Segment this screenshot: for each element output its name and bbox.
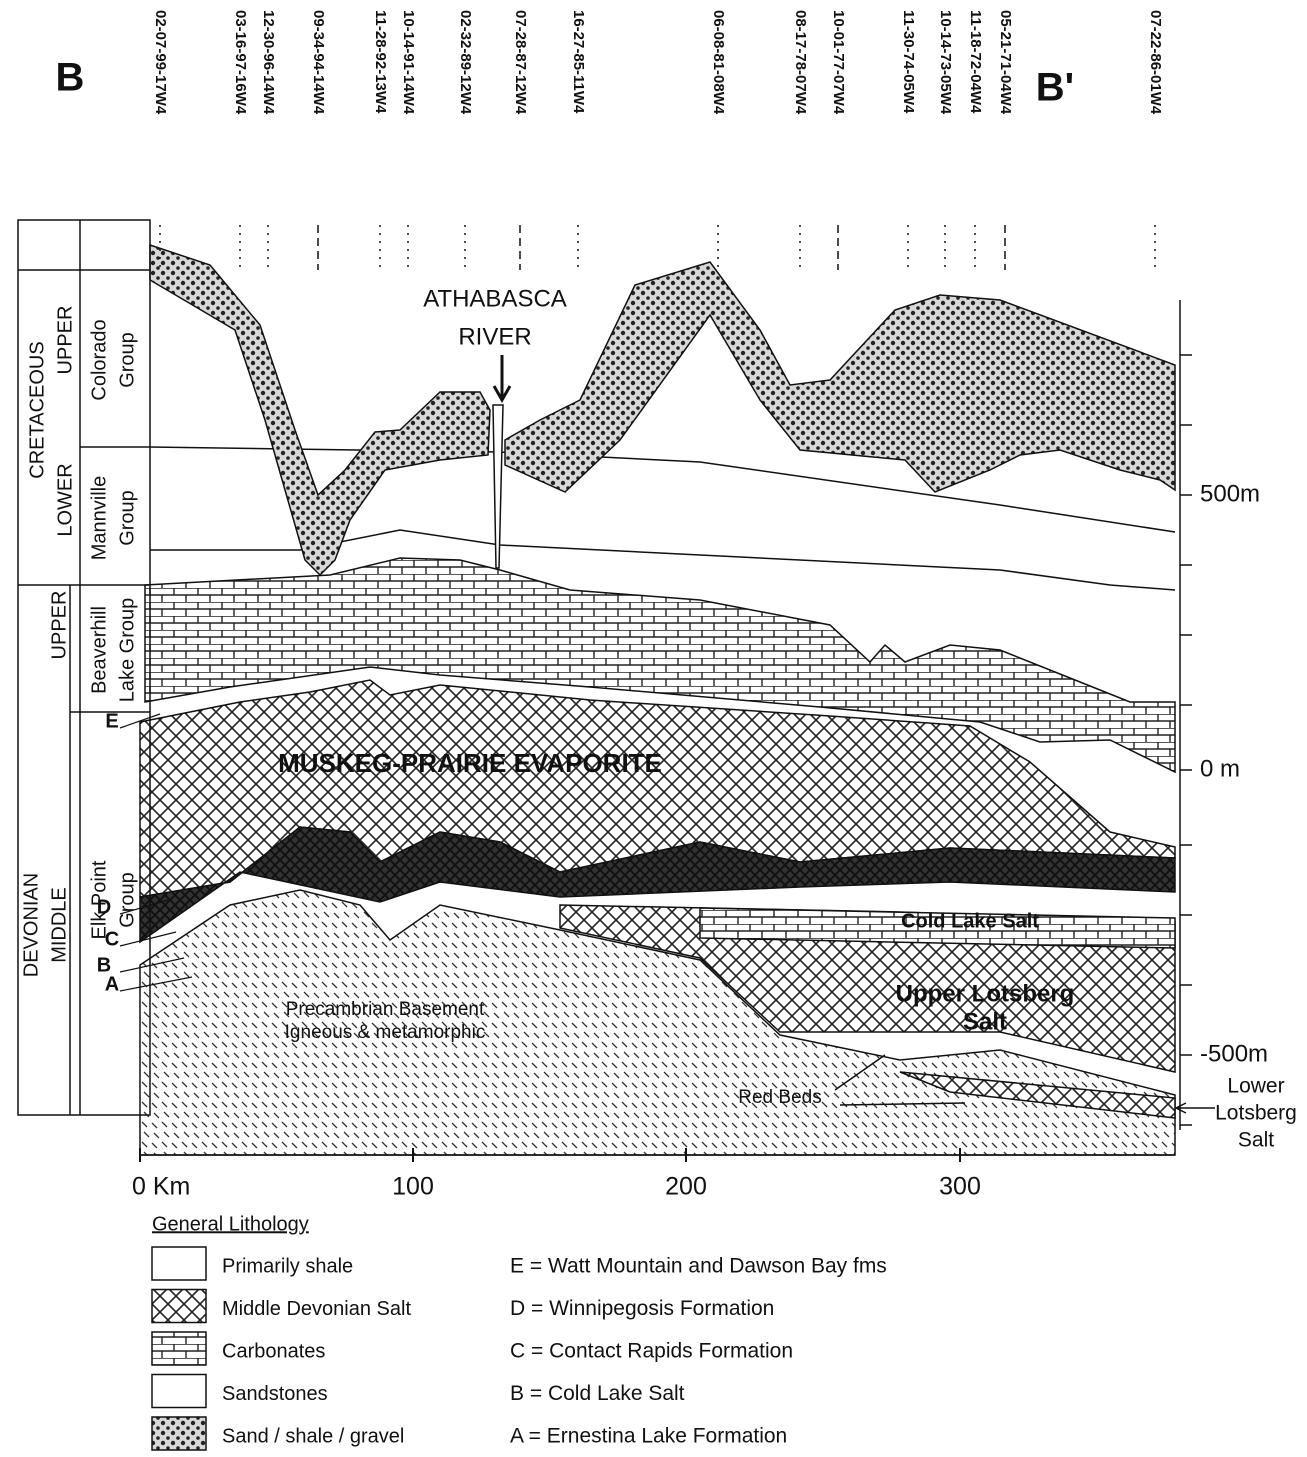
unit-label: Upper Lotsberg: [896, 980, 1075, 1007]
epoch-label: UPPER: [54, 306, 76, 375]
legend-label: Sand / shale / gravel: [222, 1425, 404, 1447]
unit-label: MUSKEG-PRAIRIE EVAPORITE: [278, 748, 662, 778]
well-label: 05-21-71-04W4: [997, 10, 1014, 115]
legend-label: Sandstones: [222, 1383, 328, 1405]
member-letter: C: [105, 928, 119, 950]
river-label: RIVER: [458, 323, 531, 350]
well-label: 06-08-81-08W4: [710, 10, 727, 115]
section-end: B': [1036, 66, 1074, 110]
depth-label: -500m: [1200, 1040, 1268, 1067]
group-label: Group: [116, 332, 138, 388]
well-label: 10-14-73-05W4: [937, 10, 954, 115]
lower-lotsberg-label: Lower: [1227, 1075, 1284, 1098]
cross-section: B B' 02-07-99-17W4 03-16-97-16W4 12-30-96-14…: [0, 0, 1307, 1457]
group-label: Mannville: [88, 476, 110, 560]
key-label: E = Watt Mountain and Dawson Bay fms: [510, 1255, 887, 1278]
distance-label: 300: [939, 1173, 981, 1201]
depth-label: 500m: [1200, 480, 1260, 507]
era-label: CRETACEOUS: [26, 341, 48, 478]
well-label: 08-17-78-07W4: [792, 10, 809, 115]
depth-label: 0 m: [1200, 755, 1240, 782]
epoch-label: LOWER: [54, 463, 76, 536]
group-label: Group: [116, 490, 138, 546]
legend-label: Primarily shale: [222, 1255, 353, 1277]
member-letter: A: [105, 973, 119, 995]
group-label: Colorado: [88, 319, 110, 400]
unit-label: Igneous & metamorphic: [285, 1022, 486, 1043]
well-label: 12-30-96-14W4: [260, 10, 277, 115]
lower-lotsberg-label: Salt: [1238, 1129, 1274, 1152]
distance-label: 100: [392, 1173, 434, 1201]
epoch-label: UPPER: [48, 591, 70, 660]
key-label: C = Contact Rapids Formation: [510, 1340, 793, 1363]
distance-label: 200: [665, 1173, 707, 1201]
epoch-label: MIDDLE: [48, 887, 70, 963]
unit-label: Salt: [963, 1008, 1007, 1035]
well-label: 11-30-74-05W4: [900, 10, 917, 114]
distance-label: 0 Km: [132, 1173, 190, 1201]
era-label: DEVONIAN: [20, 873, 42, 977]
unit-label: Red Beds: [738, 1087, 821, 1108]
well-label: 03-16-97-16W4: [232, 10, 249, 115]
lower-lotsberg-label: Lotsberg: [1215, 1102, 1297, 1125]
well-label: 07-22-86-01W4: [1147, 10, 1164, 115]
key-label: A = Ernestina Lake Formation: [510, 1425, 787, 1448]
unit-label: Cold Lake Salt: [901, 910, 1039, 932]
legend-swatch: [152, 1417, 206, 1450]
legend-swatch: [152, 1290, 206, 1323]
well-label: 02-32-89-12W4: [457, 10, 474, 115]
well-label: 16-27-85-11W4: [570, 10, 587, 114]
legend-swatch: [152, 1375, 206, 1408]
well-label: 09-34-94-14W4: [310, 10, 327, 115]
well-label: 11-18-72-04W4: [967, 10, 984, 114]
key-label: D = Winnipegosis Formation: [510, 1297, 774, 1320]
lower-lotsberg-arrow: [1176, 1103, 1215, 1113]
well-label: 07-28-87-12W4: [512, 10, 529, 115]
group-label: Beaverhill: [88, 606, 110, 694]
member-letter: D: [97, 896, 111, 918]
group-label: Lake Group: [116, 598, 138, 703]
unit-label: Precambrian Basement: [286, 999, 485, 1020]
legend-label: Middle Devonian Salt: [222, 1298, 411, 1320]
group-label: Group: [116, 872, 138, 928]
key-label: B = Cold Lake Salt: [510, 1382, 685, 1405]
legend-swatch: [152, 1247, 206, 1280]
section-start: B: [56, 56, 85, 100]
member-letter: E: [105, 710, 118, 732]
well-label: 10-01-77-07W4: [830, 10, 847, 115]
river-arrow: [494, 355, 510, 400]
river-label: ATHABASCA: [423, 285, 567, 312]
well-label: 11-28-92-13W4: [372, 10, 389, 114]
legend-title: General Lithology: [152, 1213, 309, 1235]
legend-label: Carbonates: [222, 1340, 325, 1362]
well-label: 10-14-91-14W4: [400, 10, 417, 115]
well-label: 02-07-99-17W4: [152, 10, 169, 115]
legend-swatch: [152, 1332, 206, 1365]
